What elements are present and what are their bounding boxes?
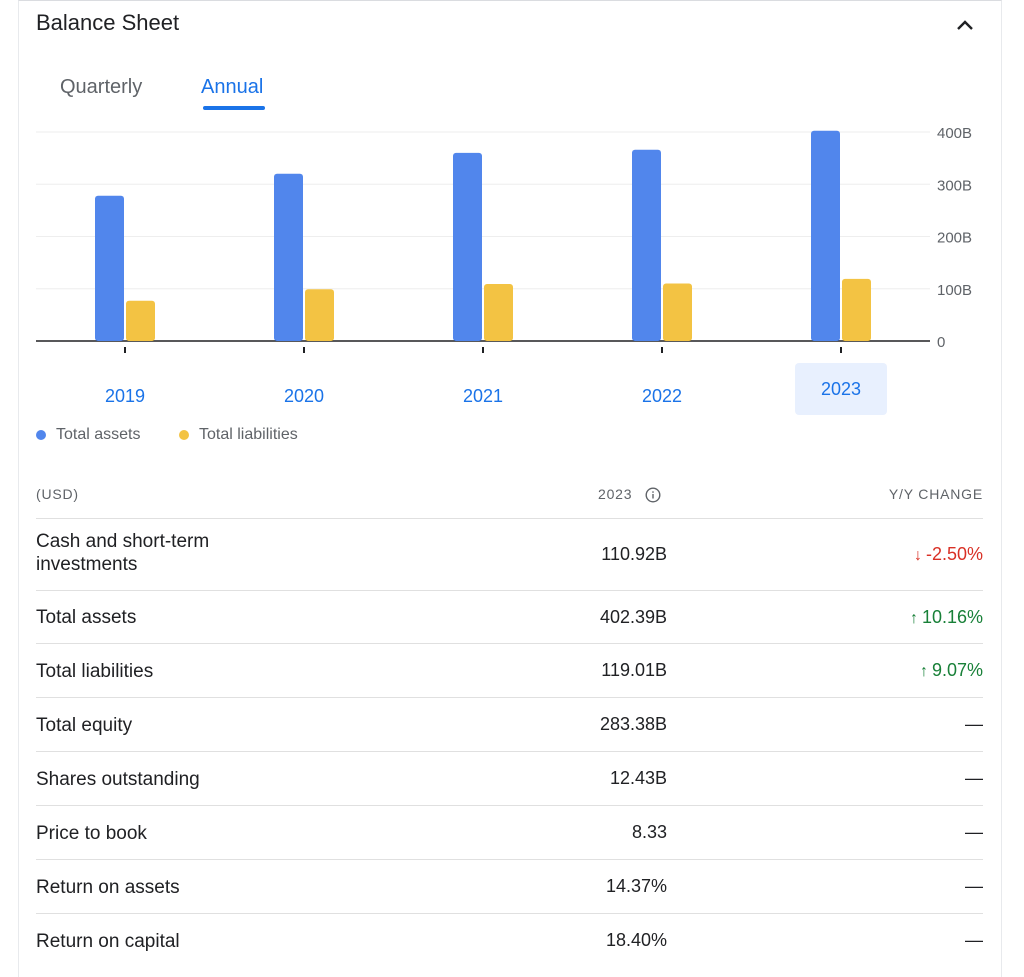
legend-item-total-assets: Total assets (36, 426, 140, 444)
arrow-down-icon: ↓ (913, 547, 922, 564)
bar-total-assets-2019 (95, 195, 124, 341)
row-label: Return on assets (36, 876, 180, 898)
row-yoy-change-value: 9.07% (931, 660, 983, 680)
bar-total-assets-2020 (274, 173, 303, 341)
row-value-2023: 12.43B (609, 768, 667, 788)
row-value-2023: 18.40% (605, 930, 667, 950)
row-label: Total equity (36, 714, 133, 736)
bar-total-liabilities-2021 (484, 284, 513, 341)
table-row-total-equity: Total equity 283.38B — (36, 697, 983, 752)
row-label: Price to book (36, 822, 147, 844)
tab-active-indicator (203, 106, 265, 110)
table-row-total-liabilities: Total liabilities 119.01B ↑ 9.07% (36, 643, 983, 698)
collapse-button[interactable] (950, 10, 980, 40)
row-yoy-change: — (965, 768, 983, 789)
row-yoy-change: — (965, 822, 983, 843)
section-title: Balance Sheet (36, 10, 180, 35)
row-label: Shares outstanding (36, 768, 200, 790)
table-row-cash-and-short-term-investments: Cash and short-term investments 110.92B ↓ -… (36, 518, 983, 591)
y-tick-label: 300B (937, 177, 972, 194)
row-yoy-change: ↓ -2.50% (914, 544, 983, 565)
year-label-2021[interactable]: 2021 (462, 386, 504, 406)
bar-total-liabilities-2020 (305, 289, 334, 341)
row-yoy-change-value: — (965, 714, 983, 734)
y-tick-label: 0 (937, 334, 945, 351)
balance-sheet-card (18, 0, 1002, 977)
table-row-return-on-assets: Return on assets 14.37% — (36, 859, 983, 914)
bar-total-liabilities-2019 (126, 300, 155, 341)
bar-total-assets-2021 (453, 152, 482, 341)
legend-label-assets: Total assets (56, 426, 141, 443)
tab-annual[interactable]: Annual (201, 76, 264, 98)
row-yoy-change-value: 10.16% (921, 606, 983, 627)
y-tick-label: 400B (937, 125, 972, 142)
row-label: Cash and short-term investments (36, 531, 210, 575)
row-yoy-change-value: — (965, 822, 983, 842)
info-icon[interactable] (645, 487, 661, 503)
year-label-2019[interactable]: 2019 (104, 386, 146, 406)
column-header-currency: (USD) (36, 486, 79, 502)
year-label-2022[interactable]: 2022 (641, 386, 683, 406)
y-tick-label: 100B (937, 282, 972, 299)
row-yoy-change: — (965, 876, 983, 897)
bar-total-assets-2023 (811, 130, 840, 341)
year-label-2023[interactable]: 2023 (795, 363, 887, 415)
row-value-2023: 8.33 (631, 822, 667, 842)
legend-label-liabilities: Total liabilities (199, 426, 298, 443)
bar-total-liabilities-2023 (842, 278, 871, 341)
row-yoy-change-value: -2.50% (925, 544, 983, 564)
year-label-2020[interactable]: 2020 (283, 386, 325, 406)
bar-total-liabilities-2022 (663, 283, 692, 341)
row-yoy-change-value: — (965, 768, 983, 788)
row-yoy-change-value: — (965, 930, 983, 950)
column-header-year: 2023 (598, 486, 661, 503)
arrow-up-icon: ↑ (909, 609, 918, 627)
table-row-price-to-book: Price to book 8.33 — (36, 805, 983, 860)
row-value-2023: 110.92B (601, 544, 667, 564)
column-header-yoy-change: Y/Y CHANGE (888, 486, 983, 502)
row-yoy-change: — (965, 930, 983, 951)
row-value-2023: 119.01B (601, 660, 667, 680)
legend-dot-assets (36, 430, 46, 440)
row-value-2023: 14.37% (605, 876, 667, 896)
legend-item-total-liabilities: Total liabilities (179, 426, 298, 444)
row-yoy-change: — (965, 714, 983, 735)
table-row-return-on-capital: Return on capital 18.40% — (36, 913, 983, 968)
row-label: Total assets (36, 607, 137, 628)
table-row-shares-outstanding: Shares outstanding 12.43B — (36, 751, 983, 806)
row-yoy-change: ↑ 9.07% (920, 660, 983, 681)
row-label: Return on capital (36, 930, 180, 952)
column-header-year-label: 2023 (598, 486, 633, 502)
table-row-total-assets: Total assets 402.39B ↑ 10.16% (36, 590, 983, 644)
row-value-2023: 283.38B (599, 714, 667, 734)
row-label: Total liabilities (36, 660, 154, 682)
row-yoy-change-value: — (965, 876, 983, 896)
chevron-up-icon (957, 20, 973, 30)
arrow-up-icon: ↑ (919, 663, 928, 680)
row-yoy-change: ↑ 10.16% (910, 607, 983, 628)
row-value-2023: 402.39B (599, 606, 667, 627)
balance-sheet-chart: 400B 300B 200B 100B 0 (36, 125, 972, 353)
tab-quarterly[interactable]: Quarterly (60, 76, 143, 98)
bar-total-assets-2022 (632, 149, 661, 341)
y-tick-label: 200B (937, 230, 972, 247)
legend-dot-liabilities (179, 430, 189, 440)
